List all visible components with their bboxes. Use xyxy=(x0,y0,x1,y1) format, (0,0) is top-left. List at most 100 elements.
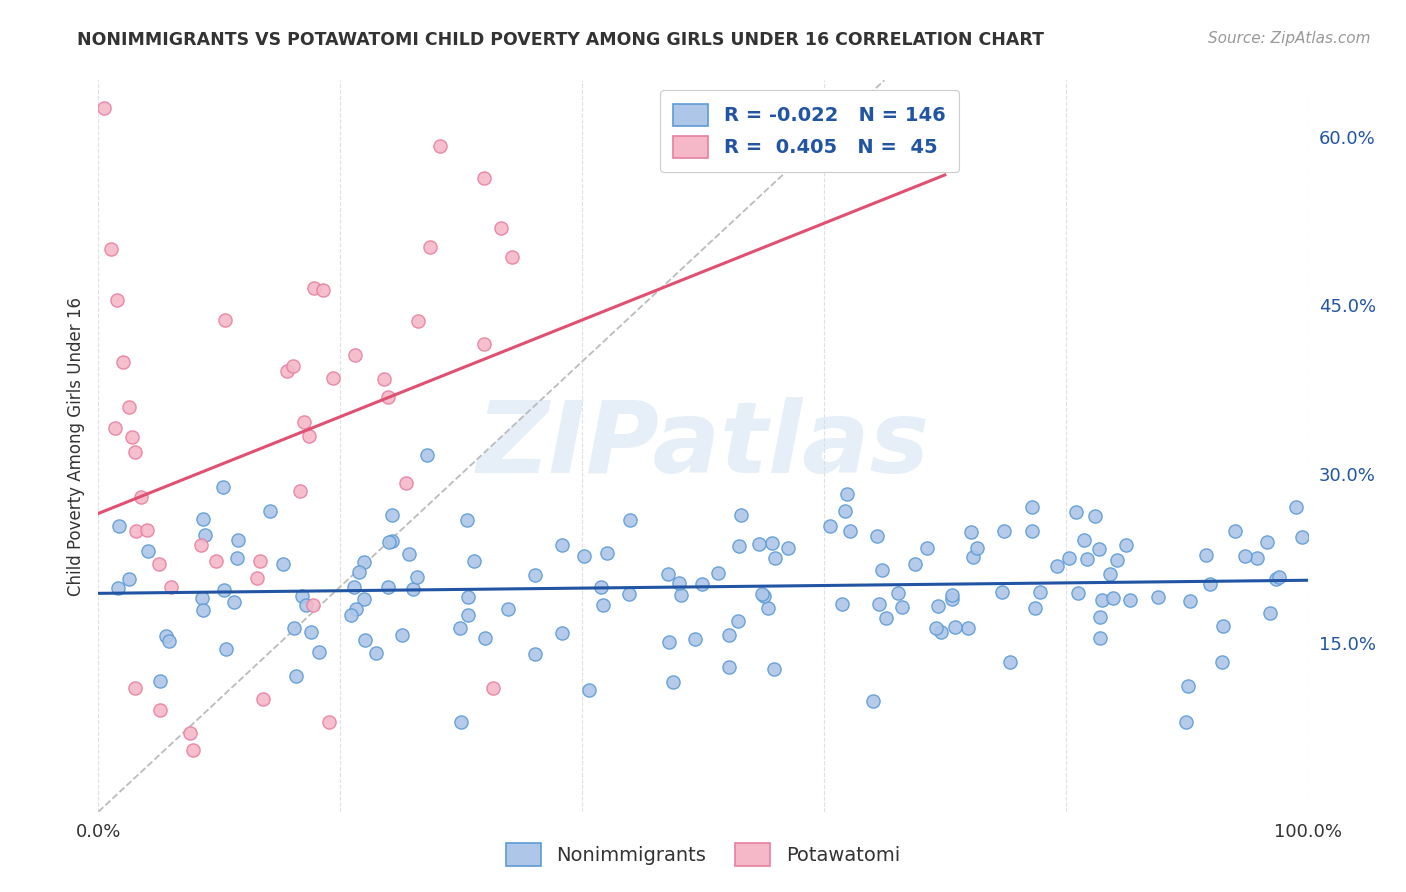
Point xyxy=(959,524,981,539)
Point xyxy=(148,557,170,571)
Point xyxy=(890,600,912,615)
Point xyxy=(472,337,495,351)
Point xyxy=(1090,610,1112,624)
Point xyxy=(288,483,311,498)
Point xyxy=(1102,591,1125,605)
Point xyxy=(291,589,314,603)
Point xyxy=(100,242,122,256)
Point xyxy=(295,598,318,612)
Point xyxy=(149,674,172,689)
Point xyxy=(886,585,908,599)
Point xyxy=(226,533,249,548)
Point xyxy=(125,524,148,538)
Point xyxy=(524,568,547,582)
Point xyxy=(1091,592,1114,607)
Point xyxy=(915,541,938,555)
Point xyxy=(1180,594,1202,608)
Point xyxy=(1265,572,1288,586)
Point xyxy=(205,554,228,568)
Point xyxy=(617,587,640,601)
Point xyxy=(157,633,180,648)
Point xyxy=(596,546,619,560)
Point xyxy=(1256,534,1278,549)
Point xyxy=(124,444,146,458)
Text: NONIMMIGRANTS VS POTAWATOMI CHILD POVERTY AMONG GIRLS UNDER 16 CORRELATION CHART: NONIMMIGRANTS VS POTAWATOMI CHILD POVERT… xyxy=(77,31,1045,49)
Point xyxy=(160,580,183,594)
Point xyxy=(281,359,304,374)
Point xyxy=(1258,606,1281,620)
Point xyxy=(308,645,330,659)
Point xyxy=(1146,591,1168,605)
Point xyxy=(395,476,418,491)
Point xyxy=(1087,541,1109,556)
Point xyxy=(402,582,425,596)
Point xyxy=(449,621,471,635)
Point xyxy=(93,102,115,116)
Point xyxy=(1024,601,1046,615)
Point xyxy=(1107,553,1129,567)
Point xyxy=(381,508,404,523)
Point xyxy=(489,221,512,235)
Point xyxy=(482,681,505,695)
Point xyxy=(929,624,952,639)
Point xyxy=(868,598,890,612)
Point xyxy=(1285,500,1308,515)
Point xyxy=(761,536,783,550)
Point xyxy=(252,692,274,706)
Point xyxy=(925,621,948,635)
Point xyxy=(551,538,574,552)
Point xyxy=(1268,570,1291,584)
Point xyxy=(299,625,322,640)
Legend: Nonimmigrants, Potawatomi: Nonimmigrants, Potawatomi xyxy=(498,835,908,873)
Point xyxy=(1115,538,1137,552)
Point xyxy=(129,490,152,504)
Point xyxy=(312,283,335,297)
Point xyxy=(592,598,614,612)
Point xyxy=(657,566,679,581)
Point xyxy=(398,548,420,562)
Point xyxy=(1177,679,1199,693)
Point xyxy=(1088,631,1111,645)
Point xyxy=(105,293,128,307)
Point xyxy=(190,538,212,552)
Point xyxy=(259,504,281,518)
Point xyxy=(284,669,307,683)
Point xyxy=(927,599,949,614)
Point xyxy=(962,550,984,565)
Point xyxy=(211,479,233,493)
Point xyxy=(107,581,129,595)
Point xyxy=(463,553,485,567)
Point xyxy=(391,628,413,642)
Point xyxy=(862,694,884,708)
Point xyxy=(551,626,574,640)
Point xyxy=(353,592,375,607)
Point xyxy=(224,595,246,609)
Point xyxy=(415,448,437,462)
Point xyxy=(377,390,399,404)
Point xyxy=(249,553,271,567)
Point xyxy=(875,610,897,624)
Point xyxy=(993,524,1015,539)
Point xyxy=(839,524,862,539)
Point xyxy=(406,569,429,583)
Point xyxy=(872,563,894,577)
Point xyxy=(1066,505,1088,519)
Point xyxy=(194,528,217,542)
Point xyxy=(776,541,799,556)
Point xyxy=(343,580,366,594)
Point xyxy=(457,607,479,622)
Point xyxy=(658,635,681,649)
Point xyxy=(501,250,523,264)
Point xyxy=(214,313,236,327)
Point xyxy=(450,714,472,729)
Point xyxy=(496,602,519,616)
Point xyxy=(751,587,773,601)
Point xyxy=(941,592,963,607)
Point xyxy=(456,513,478,527)
Text: ZIPatlas: ZIPatlas xyxy=(477,398,929,494)
Point xyxy=(835,487,858,501)
Point xyxy=(1175,714,1198,729)
Point xyxy=(1029,584,1052,599)
Point xyxy=(429,139,451,153)
Point xyxy=(668,576,690,591)
